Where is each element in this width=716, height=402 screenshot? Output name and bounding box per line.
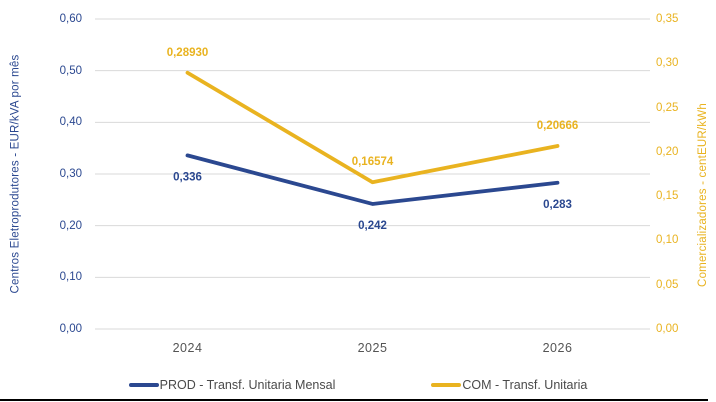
legend-label: COM - Transf. Unitaria (462, 378, 588, 392)
legend-label: PROD - Transf. Unitaria Mensal (159, 378, 336, 392)
right-axis-tick: 0,35 (656, 13, 679, 25)
bottom-border-line (0, 399, 708, 401)
data-label: 0,242 (358, 220, 387, 232)
data-label: 0,336 (173, 171, 202, 183)
legend-line-swatch-icon (431, 383, 462, 387)
right-axis-tick: 0,15 (656, 190, 679, 203)
x-axis-label: 2025 (357, 341, 388, 355)
x-axis-label: 2024 (172, 341, 203, 355)
legend: PROD - Transf. Unitaria Mensal COM - Tran… (0, 376, 716, 394)
left-axis-tick: 0,50 (59, 64, 82, 77)
right-axis-tick: 0,25 (656, 101, 679, 114)
right-axis-tick: 0,00 (656, 323, 679, 335)
left-axis-tick: 0,60 (59, 13, 82, 25)
series-line-com (185, 70, 560, 185)
x-axis-label: 2026 (542, 341, 573, 355)
data-label: 0,28930 (167, 47, 209, 59)
right-axis-tick: 0,30 (656, 57, 679, 70)
left-axis-tick: 0,30 (59, 168, 82, 180)
left-axis-tick: 0,40 (59, 116, 82, 129)
right-axis-tick: 0,10 (656, 234, 679, 247)
right-axis-tick: 0,20 (656, 145, 679, 158)
legend-item: COM - Transf. Unitaria (431, 378, 587, 392)
legend-item: PROD - Transf. Unitaria Mensal (128, 378, 336, 392)
left-axis-tick: 0,10 (59, 271, 82, 284)
data-label: 0,283 (543, 199, 572, 211)
series-line-prod (185, 153, 560, 206)
legend-line-swatch-icon (128, 383, 159, 387)
right-axis-tick: 0,05 (656, 278, 679, 291)
left-axis-tick: 0,20 (59, 219, 82, 232)
data-label: 0,20666 (537, 120, 579, 132)
data-label: 0,16574 (352, 156, 394, 168)
left-axis-tick: 0,00 (59, 323, 82, 335)
